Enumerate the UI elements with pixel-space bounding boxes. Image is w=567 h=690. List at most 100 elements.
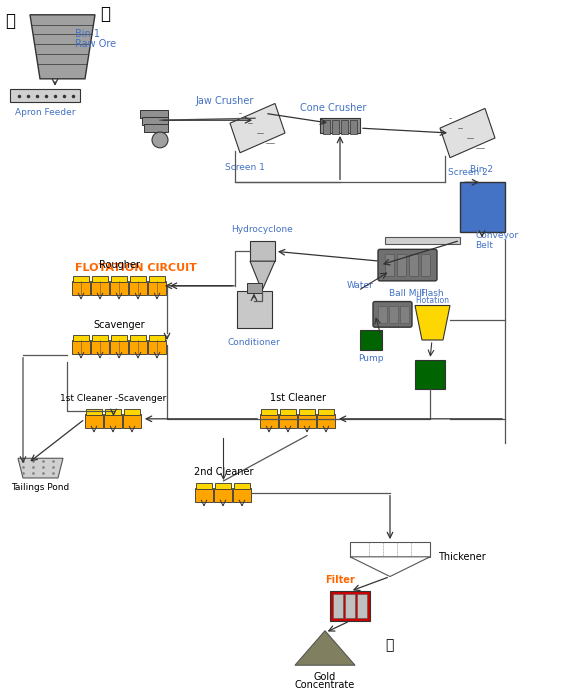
Polygon shape	[72, 340, 90, 354]
Polygon shape	[440, 108, 495, 158]
Circle shape	[152, 132, 168, 148]
Text: 1st Cleaner -Scavenger: 1st Cleaner -Scavenger	[60, 394, 167, 403]
Polygon shape	[317, 414, 335, 428]
Polygon shape	[214, 488, 232, 502]
Polygon shape	[110, 340, 128, 354]
FancyBboxPatch shape	[360, 330, 382, 350]
Polygon shape	[415, 306, 450, 340]
FancyBboxPatch shape	[415, 359, 445, 389]
FancyBboxPatch shape	[385, 237, 460, 244]
Text: Ball Mill: Ball Mill	[390, 288, 425, 298]
Text: Water: Water	[477, 201, 503, 210]
Polygon shape	[195, 488, 213, 502]
Polygon shape	[129, 340, 147, 354]
Text: Conveyor
Belt: Conveyor Belt	[475, 230, 518, 250]
Text: Thickener: Thickener	[438, 552, 486, 562]
Text: Hydrocyclone: Hydrocyclone	[231, 224, 293, 234]
FancyBboxPatch shape	[378, 306, 387, 323]
Polygon shape	[86, 409, 102, 415]
FancyBboxPatch shape	[350, 120, 357, 134]
Polygon shape	[129, 281, 147, 295]
Text: 🚜: 🚜	[385, 638, 393, 653]
Text: Pump: Pump	[358, 354, 384, 363]
Text: Jaw Crusher: Jaw Crusher	[195, 95, 253, 106]
Polygon shape	[196, 483, 212, 489]
Text: Gold: Gold	[314, 672, 336, 682]
FancyBboxPatch shape	[237, 290, 272, 328]
Polygon shape	[298, 414, 316, 428]
FancyBboxPatch shape	[400, 306, 409, 323]
Text: Bin 1: Bin 1	[75, 30, 100, 39]
Text: Concentrate: Concentrate	[295, 680, 355, 690]
Text: Filter: Filter	[325, 575, 355, 585]
FancyBboxPatch shape	[323, 120, 330, 134]
Polygon shape	[279, 414, 297, 428]
Polygon shape	[234, 483, 250, 489]
Polygon shape	[148, 340, 166, 354]
Polygon shape	[130, 335, 146, 341]
Polygon shape	[111, 276, 127, 282]
FancyBboxPatch shape	[421, 254, 430, 276]
Polygon shape	[73, 276, 89, 282]
Polygon shape	[149, 335, 165, 341]
Polygon shape	[261, 409, 277, 415]
FancyBboxPatch shape	[140, 110, 168, 118]
FancyBboxPatch shape	[385, 254, 394, 276]
Text: Rougher: Rougher	[99, 260, 140, 270]
Polygon shape	[123, 414, 141, 428]
Polygon shape	[18, 458, 63, 478]
Text: 2nd Cleaner: 2nd Cleaner	[194, 467, 253, 477]
Text: Flotation: Flotation	[415, 295, 449, 304]
FancyBboxPatch shape	[350, 542, 430, 557]
Text: 🚜: 🚜	[100, 5, 110, 23]
Polygon shape	[130, 276, 146, 282]
Text: Apron Feeder: Apron Feeder	[15, 108, 75, 117]
Polygon shape	[350, 557, 430, 577]
Text: Bin 2: Bin 2	[471, 166, 493, 175]
Polygon shape	[91, 281, 109, 295]
Polygon shape	[149, 276, 165, 282]
Polygon shape	[250, 261, 275, 290]
Polygon shape	[299, 409, 315, 415]
Polygon shape	[233, 488, 251, 502]
FancyBboxPatch shape	[341, 120, 348, 134]
Polygon shape	[260, 414, 278, 428]
Polygon shape	[85, 414, 103, 428]
Polygon shape	[295, 631, 355, 665]
FancyBboxPatch shape	[397, 254, 406, 276]
FancyBboxPatch shape	[460, 182, 505, 232]
FancyBboxPatch shape	[10, 89, 80, 103]
FancyBboxPatch shape	[142, 117, 168, 125]
Polygon shape	[111, 335, 127, 341]
FancyBboxPatch shape	[409, 254, 418, 276]
Text: Cone Crusher: Cone Crusher	[300, 104, 366, 113]
FancyBboxPatch shape	[333, 594, 343, 618]
Text: Water: Water	[346, 282, 374, 290]
Text: Raw Ore: Raw Ore	[75, 39, 116, 50]
FancyBboxPatch shape	[332, 120, 339, 134]
Polygon shape	[124, 409, 140, 415]
FancyBboxPatch shape	[250, 241, 275, 261]
Polygon shape	[110, 281, 128, 295]
Polygon shape	[92, 276, 108, 282]
Text: Screen 1: Screen 1	[225, 163, 265, 172]
Polygon shape	[73, 335, 89, 341]
Polygon shape	[230, 104, 285, 152]
Polygon shape	[318, 409, 334, 415]
Text: Conditioner: Conditioner	[227, 338, 280, 347]
FancyBboxPatch shape	[389, 306, 398, 323]
Text: Screen 2: Screen 2	[448, 168, 488, 177]
FancyBboxPatch shape	[144, 124, 168, 132]
Text: Scavenger: Scavenger	[94, 320, 145, 330]
FancyBboxPatch shape	[378, 249, 437, 281]
Text: Tailings Pond: Tailings Pond	[11, 483, 69, 492]
FancyBboxPatch shape	[373, 302, 412, 327]
Polygon shape	[148, 281, 166, 295]
Polygon shape	[91, 340, 109, 354]
FancyBboxPatch shape	[330, 591, 370, 621]
Polygon shape	[105, 409, 121, 415]
Polygon shape	[104, 414, 122, 428]
FancyBboxPatch shape	[345, 594, 355, 618]
Polygon shape	[30, 14, 95, 79]
FancyBboxPatch shape	[357, 594, 367, 618]
